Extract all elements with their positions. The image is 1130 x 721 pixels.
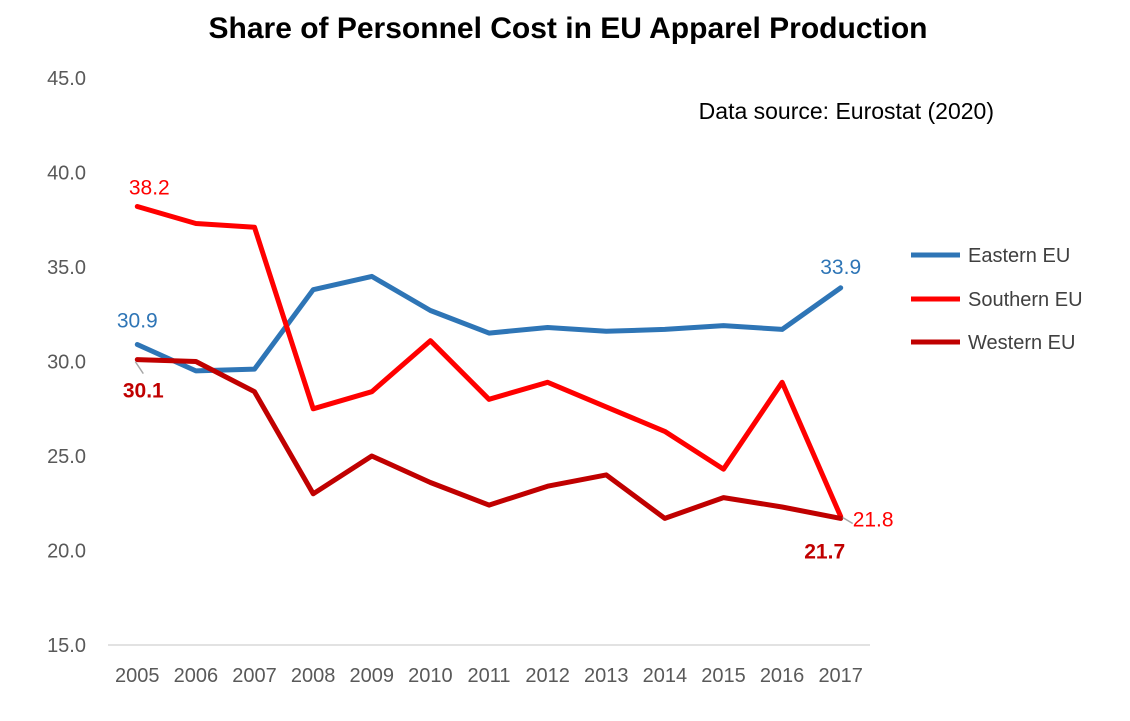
x-tick-label: 2013 (584, 665, 629, 687)
x-tick-label: 2008 (291, 665, 336, 687)
legend-entry: Southern EU (968, 289, 1083, 311)
legend-entry: Western EU (968, 332, 1075, 354)
legend-entry: Eastern EU (968, 245, 1070, 267)
legend: Eastern EU Southern EU Western EU (911, 245, 1083, 354)
data-label: 21.8 (853, 508, 894, 531)
data-label: 21.7 (804, 540, 845, 563)
data-label: 30.1 (123, 380, 164, 403)
y-tick-label: 45.0 (47, 68, 86, 90)
x-tick-label: 2016 (760, 665, 805, 687)
y-tick-label: 35.0 (47, 257, 86, 279)
axes: 15.0 20.0 25.0 30.0 35.0 40.0 45.0 2005 2006 2007… (47, 68, 870, 687)
data-label: 38.2 (129, 177, 170, 200)
series-lines (134, 204, 844, 521)
data-label: 33.9 (820, 256, 861, 279)
series-line-western-eu (134, 357, 844, 521)
x-tick-label: 2006 (174, 665, 219, 687)
series-line-eastern-eu (134, 273, 844, 374)
x-tick-label: 2015 (701, 665, 746, 687)
data-label: 30.9 (117, 309, 158, 332)
data-source-note: Data source: Eurostat (2020) (699, 98, 994, 124)
x-tick-label: 2012 (525, 665, 570, 687)
data-labels: 30.9 33.9 38.2 21.8 30.1 21.7 (117, 177, 894, 564)
x-tick-label: 2005 (115, 665, 160, 687)
x-tick-label: 2011 (467, 665, 510, 687)
y-tick-label: 25.0 (47, 446, 86, 468)
y-tick-label: 30.0 (47, 352, 86, 374)
chart-title: Share of Personnel Cost in EU Apparel Pr… (209, 12, 928, 45)
label-leader-line (842, 516, 854, 525)
y-tick-label: 15.0 (47, 635, 86, 657)
x-tick-label: 2017 (818, 665, 863, 687)
x-tick-label: 2009 (350, 665, 395, 687)
x-tick-label: 2010 (408, 665, 453, 687)
label-leader-line (134, 361, 144, 375)
y-tick-label: 40.0 (47, 163, 86, 185)
series-line-southern-eu (134, 204, 844, 519)
y-tick-label: 20.0 (47, 541, 86, 563)
x-tick-label: 2014 (643, 665, 688, 687)
x-tick-label: 2007 (232, 665, 277, 687)
